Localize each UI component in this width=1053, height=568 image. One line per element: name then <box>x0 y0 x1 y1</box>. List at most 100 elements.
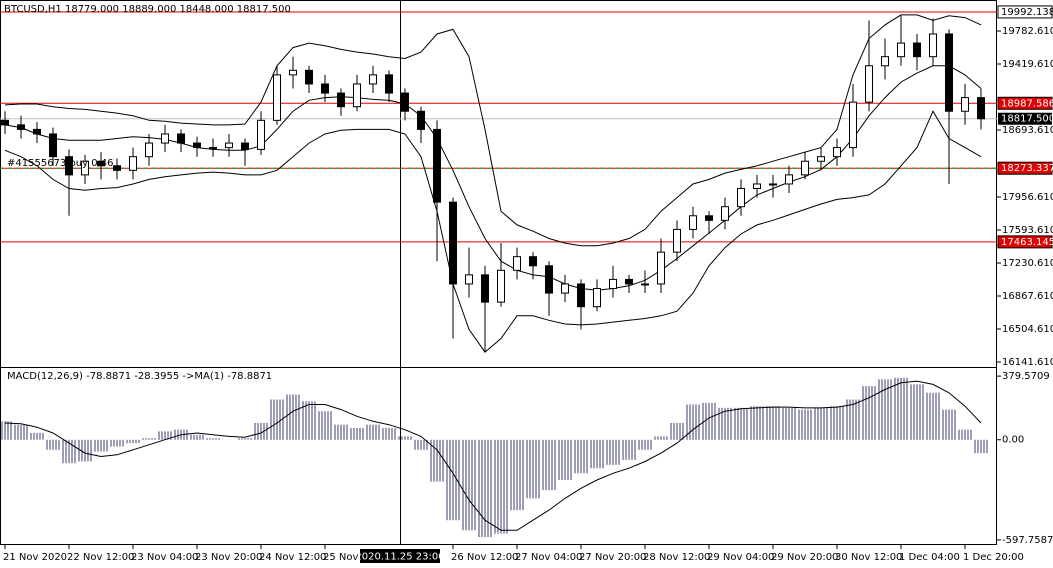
candle-body <box>657 251 665 285</box>
candle-body <box>305 69 313 85</box>
candle-body <box>97 160 105 167</box>
candle-body <box>945 33 953 112</box>
candle-body <box>337 92 345 108</box>
candle-body <box>977 97 985 120</box>
candle-body <box>129 156 137 171</box>
candle-body <box>721 206 729 221</box>
candle-body <box>49 133 57 158</box>
candle-body <box>417 110 425 130</box>
candle-body <box>769 183 777 186</box>
candle-body <box>849 101 857 149</box>
level-label: 18273.337 <box>1001 163 1053 174</box>
chart-title: BTCUSD,H1 18779.000 18889.000 18448.000 … <box>4 4 291 15</box>
last-price-box <box>998 112 1052 125</box>
candle-body <box>193 142 201 149</box>
candle-body <box>65 156 73 176</box>
y-tick-label: 17593.610 <box>1002 225 1053 236</box>
candle-body <box>801 160 809 176</box>
candle-body <box>513 256 521 271</box>
candle-body <box>289 69 297 76</box>
x-tick-label: 29 Nov 04:00 <box>707 552 774 563</box>
x-tick-label: 25 Nov 04:00 <box>323 552 390 563</box>
x-tick-label: 28 Nov 12:00 <box>643 552 710 563</box>
candle-body <box>209 147 217 150</box>
candle-body <box>225 142 233 149</box>
candle-body <box>641 283 649 286</box>
candle-body <box>593 288 601 308</box>
x-tick-label: 22 Nov 12:00 <box>67 552 134 563</box>
candle-body <box>481 274 489 303</box>
y-tick-label: 19419.610 <box>1002 59 1053 70</box>
level-box <box>997 96 1053 110</box>
candle-body <box>785 174 793 185</box>
x-tick-label: 30 Nov 12:00 <box>835 552 902 563</box>
level-box <box>997 161 1053 175</box>
macd-title: MACD(12,26,9) -78.8871 -28.3955 ->MA(1) … <box>7 371 272 382</box>
candle-body <box>961 97 969 112</box>
candle-body <box>161 133 169 144</box>
x-tick-label: 27 Nov 20:00 <box>579 552 646 563</box>
candle-body <box>545 265 553 294</box>
candle-body <box>625 278 633 285</box>
candle-body <box>241 142 249 150</box>
level-label: 19992.138 <box>1001 7 1053 18</box>
y-tick-label: 16504.610 <box>1002 324 1053 335</box>
level-label: 18987.586 <box>1001 98 1053 109</box>
candle-body <box>449 201 457 285</box>
y-tick-label: 17230.610 <box>1002 258 1053 269</box>
x-tick-label: 21 Nov 2020 <box>3 552 67 563</box>
candle-body <box>897 42 905 58</box>
candle-body <box>865 65 873 103</box>
candle-body <box>465 274 473 285</box>
candle-body <box>913 42 921 58</box>
x-tick-label: 1 Dec 20:00 <box>963 552 1024 563</box>
candle-body <box>737 188 745 208</box>
candle-body <box>577 283 585 308</box>
x-tick-label: 1 Dec 04:00 <box>899 552 960 563</box>
x-tick-label: 26 Nov 12:00 <box>451 552 518 563</box>
x-tick-label: 23 Nov 20:00 <box>195 552 262 563</box>
candle-body <box>433 128 441 203</box>
candle-body <box>321 83 329 94</box>
x-tick-label: 29 Nov 20:00 <box>771 552 838 563</box>
last-price-label: 18817.500 <box>1001 114 1053 125</box>
candle-body <box>817 156 825 162</box>
candle-body <box>273 74 281 121</box>
candle-body <box>33 128 41 135</box>
candle-body <box>257 119 265 150</box>
y-tick-label: 19782.610 <box>1002 26 1053 37</box>
candle-body <box>113 165 121 171</box>
y-tick-label: 16141.610 <box>1002 357 1053 368</box>
candle-body <box>673 228 681 253</box>
candle-body <box>561 283 569 294</box>
candle-body <box>353 83 361 108</box>
candle-body <box>753 183 761 190</box>
candle-body <box>1 119 9 126</box>
candle-body <box>385 74 393 94</box>
level-label: 17463.145 <box>1001 237 1053 248</box>
candle-body <box>497 269 505 303</box>
layer: 16141.610 16504.610 16867.610 17230.610 1759… <box>0 11 1053 563</box>
bollinger-lower <box>4 110 982 353</box>
y-tick-label: 17956.610 <box>1002 192 1053 203</box>
candle-body <box>609 278 617 290</box>
x-tick-label: 27 Nov 04:00 <box>515 552 582 563</box>
signal-line <box>4 380 982 531</box>
candle-body <box>401 92 409 112</box>
candle-body <box>145 142 153 158</box>
x-tick-label: 24 Nov 12:00 <box>259 552 326 563</box>
candle-body <box>833 147 841 158</box>
y-tick-label: 18693.610 <box>1002 125 1053 136</box>
crosshair-box <box>360 549 440 563</box>
candle-body <box>81 160 89 176</box>
y-tick-label: 16867.610 <box>1002 291 1053 302</box>
y-tick-label: 379.5709 <box>1002 371 1050 382</box>
candle-body <box>17 124 25 130</box>
candle-body <box>689 215 697 230</box>
level-box <box>997 235 1053 249</box>
candle-body <box>705 215 713 221</box>
candle-body <box>929 33 937 58</box>
y-tick-label: 0.00 <box>1002 435 1024 446</box>
